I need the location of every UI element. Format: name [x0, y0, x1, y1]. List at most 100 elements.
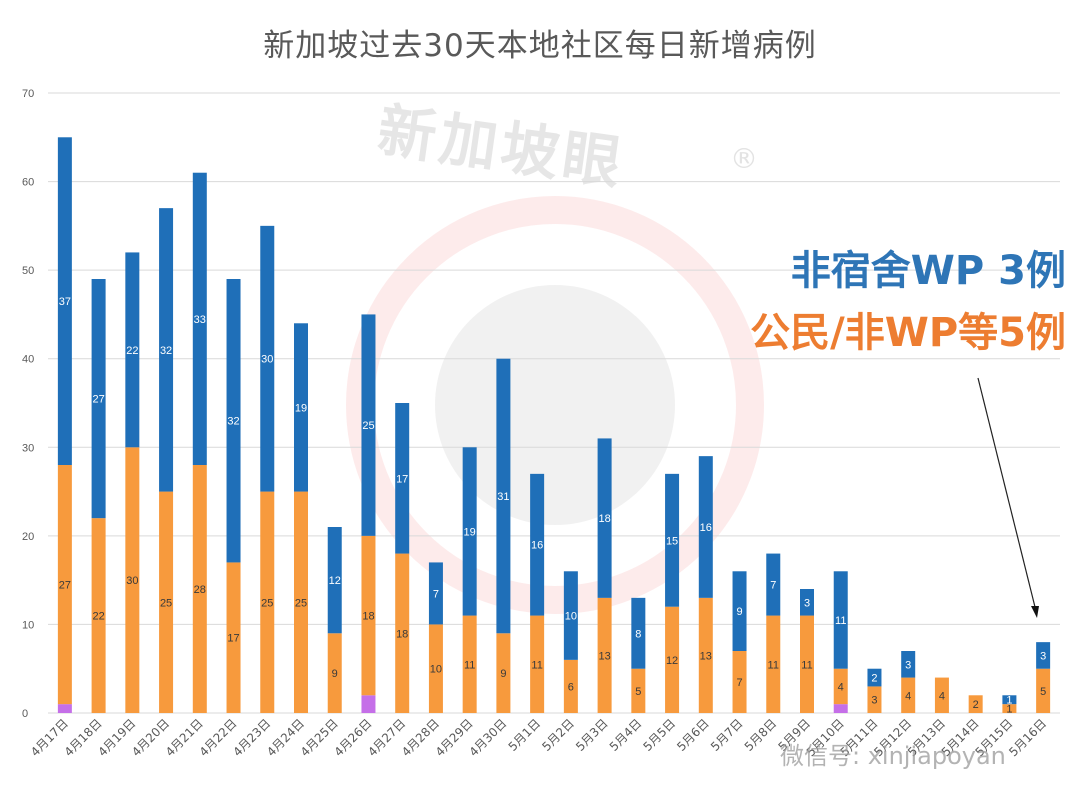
data-label: 25	[160, 597, 172, 609]
data-label: 16	[700, 522, 712, 534]
data-label: 12	[329, 575, 341, 587]
data-label: 8	[635, 628, 641, 640]
x-tick-label: 5月4日	[607, 716, 645, 754]
y-tick-label: 0	[22, 708, 28, 720]
bar-segment	[226, 279, 241, 563]
bar-segment	[833, 668, 848, 705]
bar-segment	[867, 686, 882, 713]
y-tick-label: 60	[22, 177, 34, 189]
bar-segment	[159, 491, 174, 713]
bar-segment	[1002, 704, 1017, 713]
bar-segment	[563, 571, 578, 660]
data-label: 27	[92, 394, 104, 406]
annotation-arrow	[977, 377, 1039, 618]
data-label: 11	[768, 659, 779, 671]
data-label: 18	[396, 628, 408, 640]
bar-segment	[327, 633, 342, 713]
data-label: 18	[362, 611, 374, 623]
bar-segment	[732, 571, 747, 651]
watermark-ring	[346, 196, 764, 614]
bar-segment	[1002, 695, 1017, 705]
bar-segment	[766, 615, 781, 713]
data-label: 19	[295, 402, 307, 414]
data-label: 33	[194, 314, 206, 326]
bar-segment	[833, 704, 848, 713]
y-tick-label: 70	[22, 88, 34, 100]
bar-segment	[496, 633, 511, 713]
data-label: 5	[635, 686, 641, 698]
data-label: 2	[871, 673, 877, 685]
bar-segment	[260, 225, 275, 492]
bar-segment	[597, 438, 612, 598]
data-label: 7	[433, 588, 439, 600]
bar-segment	[327, 527, 342, 634]
data-label: 3	[1040, 650, 1046, 662]
y-tick-label: 20	[22, 531, 34, 543]
data-label: 3	[871, 695, 877, 707]
data-label: 2	[973, 699, 979, 711]
bar-segment	[934, 677, 949, 713]
data-label: 5	[1040, 686, 1046, 698]
data-label: 25	[261, 597, 273, 609]
data-label: 16	[531, 540, 543, 552]
data-label: 3	[905, 659, 911, 671]
bar-segment	[361, 314, 376, 536]
bar-segment	[192, 172, 207, 465]
x-tick-label: 5月3日	[573, 716, 611, 754]
x-tick-label: 5月5日	[641, 716, 679, 754]
bar-segment	[968, 695, 983, 713]
data-label: 19	[464, 526, 476, 538]
data-label: 12	[666, 655, 678, 667]
bar-segment	[665, 473, 680, 607]
bar-segment	[159, 208, 174, 492]
x-tick-label: 5月6日	[674, 716, 712, 754]
x-tick-label: 5月8日	[742, 716, 780, 754]
data-label: 32	[227, 416, 239, 428]
data-label: 7	[736, 677, 742, 689]
bar-segment	[395, 553, 410, 713]
bar-segment	[530, 615, 545, 713]
x-tick-label: 5月16日	[1006, 716, 1049, 759]
x-tick-label: 4月30日	[466, 716, 509, 759]
data-label: 32	[160, 345, 172, 357]
data-label: 4	[939, 690, 945, 702]
data-label: 4	[838, 681, 844, 693]
bar-segment	[867, 668, 882, 687]
bar-segment	[698, 597, 713, 713]
data-label: 13	[700, 650, 712, 662]
y-tick-label: 10	[22, 619, 34, 631]
data-label: 6	[568, 681, 574, 693]
x-tick-label: 5月1日	[506, 716, 544, 754]
x-tick-label: 5月2日	[539, 716, 577, 754]
bar-segment	[91, 518, 106, 713]
bar-segment	[428, 624, 443, 713]
bar-segment	[91, 279, 106, 519]
bar-segment	[125, 252, 140, 448]
data-label: 17	[227, 633, 239, 645]
bar-segment	[192, 465, 207, 713]
y-tick-label: 40	[22, 354, 34, 366]
data-label: 18	[598, 513, 610, 525]
data-label: 27	[59, 580, 71, 592]
data-label: 1	[1006, 704, 1012, 716]
data-label: 9	[332, 668, 338, 680]
data-label: 28	[194, 584, 206, 596]
data-label: 17	[396, 473, 408, 485]
bar-segment	[631, 597, 646, 669]
bar-segment	[294, 323, 308, 492]
bar-segment	[125, 447, 140, 713]
data-label: 11	[801, 659, 812, 671]
data-label: 1	[1006, 695, 1012, 707]
y-tick-label: 50	[22, 265, 34, 277]
bar-segment	[428, 562, 443, 625]
data-label: 22	[92, 611, 104, 623]
data-label: 30	[126, 575, 138, 587]
bar-segment	[530, 473, 545, 616]
data-label: 15	[666, 535, 678, 547]
bar-segment	[226, 562, 241, 713]
data-label: 11	[835, 615, 846, 627]
bar-segment	[901, 677, 916, 713]
data-label: 31	[497, 491, 509, 503]
bar-segment	[57, 465, 72, 705]
